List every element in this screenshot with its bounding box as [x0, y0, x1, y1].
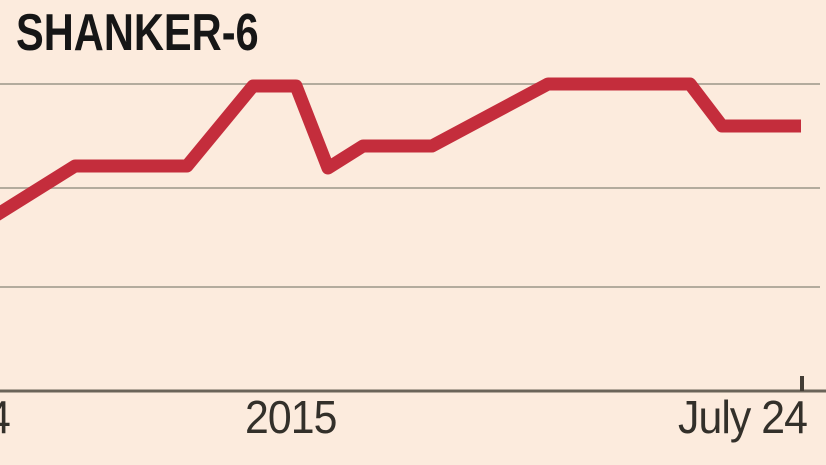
price-line — [0, 77, 801, 221]
chart-title: SHANKER-6 — [16, 4, 259, 62]
